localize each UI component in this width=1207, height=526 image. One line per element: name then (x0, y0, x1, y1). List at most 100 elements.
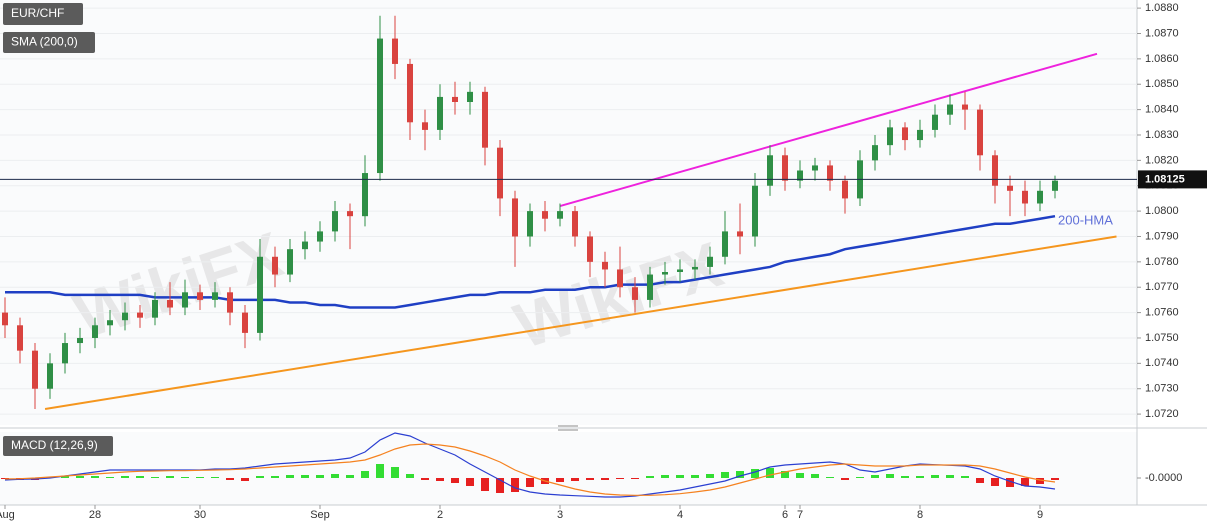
macd-line (4, 443, 1056, 496)
macd-bar (811, 474, 819, 478)
macd-bar (571, 478, 579, 481)
macd-line (4, 432, 1056, 498)
x-tick-label: Aug (0, 509, 15, 521)
candle-body (152, 299, 158, 318)
macd-bar (886, 474, 894, 478)
indicator-label-box (3, 32, 95, 53)
macd-bar (421, 478, 429, 480)
macd-bar (61, 476, 69, 478)
candle-body (632, 287, 638, 300)
macd-bar (826, 477, 834, 478)
candle-body (287, 249, 293, 275)
indicator-label: SMA (200,0) (11, 35, 78, 49)
candle-body (647, 274, 653, 300)
candle-body (332, 211, 338, 232)
x-tick-label: 2 (437, 509, 443, 521)
macd-bar (271, 476, 279, 478)
candle-body (1007, 185, 1013, 191)
macd-label: MACD (12,26,9) (11, 438, 98, 452)
x-tick-label: 7 (797, 509, 803, 521)
candle-body (572, 211, 578, 237)
trend-line (559, 52, 1098, 207)
x-tick-label: 3 (557, 509, 563, 521)
candle-body (527, 211, 533, 237)
macd-bar (556, 478, 564, 482)
y-tick-label: 1.0780 (1145, 256, 1179, 268)
last-price-box (1138, 170, 1207, 189)
y-tick-label: 1.0750 (1145, 332, 1179, 344)
macd-bar (76, 476, 84, 478)
macd-bar (841, 478, 849, 480)
candle-body (242, 312, 248, 333)
candle-body (962, 104, 968, 110)
candle-body (557, 211, 563, 219)
candle-body (932, 114, 938, 130)
candle-body (2, 312, 8, 326)
macd-bar (346, 475, 354, 478)
macd-bar (691, 475, 699, 478)
candle-body (107, 320, 113, 326)
macd-bar (586, 478, 594, 480)
macd-bar (136, 476, 144, 478)
hma-line (5, 214, 1056, 309)
candle-body (797, 170, 803, 181)
macd-bar (706, 474, 714, 478)
macd-bar (301, 475, 309, 478)
x-tick-label: 4 (677, 509, 683, 521)
macd-bar (391, 467, 399, 478)
candle-body (17, 325, 23, 351)
macd-bar (406, 474, 414, 478)
candle-body (842, 180, 848, 199)
trend-line (44, 235, 1117, 411)
macd-bar (526, 478, 534, 487)
candle-body (467, 91, 473, 102)
macd-bar (751, 469, 759, 478)
candle-body (827, 165, 833, 181)
x-tick-label: 9 (1037, 509, 1043, 521)
y-tick-label: 1.0870 (1145, 27, 1179, 39)
macd-bar (931, 475, 939, 478)
candle-body (692, 266, 698, 270)
macd-bar (661, 475, 669, 478)
candle-body (737, 231, 743, 237)
candle-body (47, 363, 53, 389)
candle-body (812, 165, 818, 171)
candle-body (362, 173, 368, 217)
candle-body (1052, 180, 1058, 191)
macd-bar (1036, 478, 1044, 484)
y-tick-label: 1.0820 (1145, 154, 1179, 166)
candle-body (137, 312, 143, 318)
macd-bar (256, 476, 264, 478)
y-tick-label: -0.0000 (1145, 472, 1182, 484)
candle-body (437, 96, 443, 130)
candle-body (887, 127, 893, 146)
candle-body (62, 343, 68, 364)
macd-bar (616, 478, 624, 479)
macd-pane (0, 432, 1137, 505)
candle-body (722, 231, 728, 257)
macd-label-box (3, 436, 113, 456)
macd-bar (316, 475, 324, 478)
candle-body (452, 96, 458, 102)
candle-body (1037, 190, 1043, 204)
macd-bar (481, 478, 489, 491)
candle-body (257, 256, 263, 333)
candle-body (947, 104, 953, 115)
candle-body (917, 129, 923, 141)
candle-body (542, 211, 548, 219)
instrument-label: EUR/CHF (11, 6, 64, 20)
macd-bar (916, 476, 924, 478)
x-tick-label: 8 (917, 509, 923, 521)
candle-body (77, 337, 83, 344)
macd-bar (211, 477, 219, 478)
last-price-label: 1.08125 (1145, 173, 1185, 185)
candle-body (317, 231, 323, 242)
macd-bar (631, 478, 639, 479)
macd-bar (766, 468, 774, 478)
macd-bar (946, 475, 954, 478)
price-pane (0, 0, 1137, 425)
candle-body (182, 292, 188, 308)
x-tick-label: Sep (310, 509, 330, 521)
